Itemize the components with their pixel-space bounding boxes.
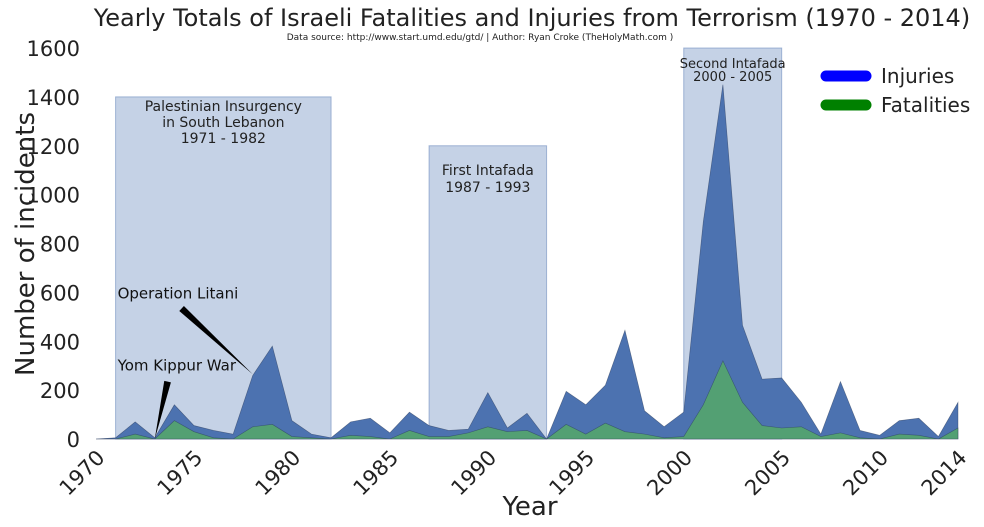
- period-band-2: [428, 145, 548, 440]
- y-tick-label: 1200: [27, 135, 80, 159]
- x-tick-label: 1985: [349, 445, 404, 500]
- legend-label-fatalities: Fatalities: [881, 93, 970, 117]
- annotations: Operation Litani Yom Kippur War: [117, 284, 253, 439]
- chart-title: Yearly Totals of Israeli Fatalities and …: [93, 4, 970, 32]
- y-tick-label: 1600: [27, 37, 80, 61]
- annotation-arrow-1: [179, 305, 253, 375]
- period-label-1: 1971 - 1982: [181, 131, 266, 147]
- x-tick-label: 1990: [446, 445, 501, 500]
- legend: Injuries Fatalities: [820, 64, 970, 117]
- y-tick-label: 600: [40, 281, 80, 305]
- area-fatalities: [96, 360, 959, 440]
- x-tick-label: 1975: [153, 445, 208, 500]
- period-label-1: in South Lebanon: [162, 115, 284, 131]
- x-tick-label: 2000: [642, 445, 697, 500]
- x-tick-label: 1970: [55, 445, 110, 500]
- period-band-1: [115, 96, 332, 440]
- y-tick-label: 0: [67, 428, 80, 452]
- period-label-3: 2000 - 2005: [693, 70, 772, 85]
- y-axis-label: Number of incidents: [11, 112, 41, 376]
- area-series: [95, 84, 959, 440]
- legend-label-injuries: Injuries: [881, 64, 954, 88]
- annotation-label-2: Yom Kippur War: [117, 357, 237, 375]
- y-tick-label: 1000: [27, 184, 80, 208]
- y-tick-label: 200: [40, 379, 80, 403]
- x-tick-label: 2010: [838, 445, 893, 500]
- annotation-label-1: Operation Litani: [118, 284, 239, 302]
- x-tick-label: 2005: [740, 445, 795, 500]
- period-label-1: Palestinian Insurgency: [145, 99, 302, 115]
- period-label-2: First Intafada: [442, 163, 534, 179]
- x-axis-label: Year: [501, 492, 557, 522]
- period-label-3: Second Intafada: [680, 57, 786, 72]
- y-tick-label: 800: [40, 233, 80, 257]
- chart-subtitle: Data source: http://www.start.umd.edu/gt…: [287, 33, 674, 43]
- y-tick-label: 400: [40, 330, 80, 354]
- y-tick-label: 1400: [27, 86, 80, 110]
- period-label-2: 1987 - 1993: [445, 180, 530, 196]
- x-tick-label: 2014: [917, 445, 972, 500]
- y-tick-labels: 0 200 400 600 800 1000 1200 1400 1600: [27, 37, 80, 452]
- x-tick-label: 1980: [251, 445, 306, 500]
- annotation-arrow-2: [154, 380, 171, 439]
